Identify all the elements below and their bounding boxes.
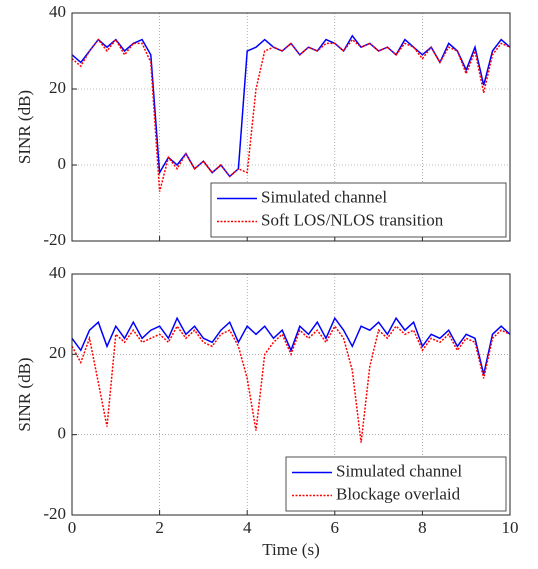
x-axis-label: Time (s) [262,540,319,559]
x-tick-label: 6 [331,518,340,537]
y-tick-label: 20 [49,78,66,97]
x-tick-label: 2 [155,518,164,537]
axes-frame [71,12,511,242]
y-tick-label: 20 [49,343,66,362]
series-line [71,38,511,192]
x-tick-label: 4 [243,518,252,537]
y-tick-label: 0 [58,424,67,443]
x-tick-label: 0 [68,518,77,537]
legend-box [210,182,507,238]
y-tick-label: 40 [49,263,66,282]
y-tick-label: -20 [43,504,66,523]
series-line [71,324,511,443]
x-tick-label: 10 [502,518,519,537]
y-axis-label: SINR (dB) [15,90,34,164]
y-tick-label: 40 [49,2,66,21]
legend-label: Blockage overlaid [336,484,461,503]
legend: Simulated channel Blockage overlaid [285,456,507,512]
legend: Simulated channel Soft LOS/NLOS transitio… [210,182,507,238]
x-tick-label: 8 [418,518,427,537]
legend-label: Simulated channel [261,187,387,206]
series-line [71,316,511,375]
y-axis-label: SINR (dB) [15,357,34,431]
legend-label: Soft LOS/NLOS transition [261,210,444,229]
y-tick-label: -20 [43,230,66,249]
legend-box [285,456,507,512]
legend-label: Simulated channel [336,461,462,480]
y-tick-label: 0 [58,154,67,173]
axes-frame [71,273,511,516]
